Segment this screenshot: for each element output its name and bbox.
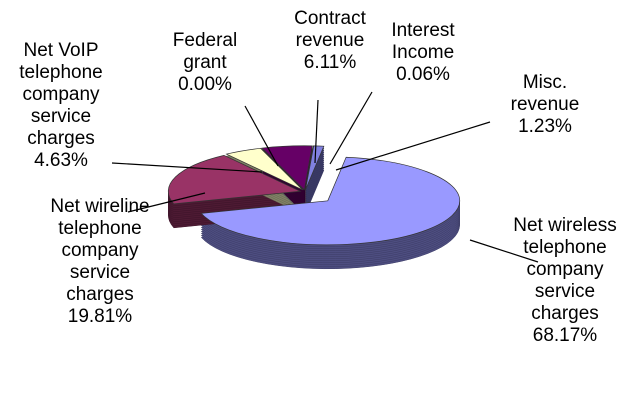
slice xyxy=(225,147,303,191)
slice-label: Federal grant 0.00% xyxy=(172,30,238,95)
slice-label: Net wireless telephone company service c… xyxy=(513,215,617,346)
leader-line xyxy=(314,99,319,164)
slice xyxy=(200,156,461,246)
leader-line xyxy=(111,162,263,173)
leader-line xyxy=(329,91,373,165)
slice-label: Interest Income 0.06% xyxy=(391,20,455,85)
leader-line xyxy=(335,121,491,171)
slice xyxy=(305,145,325,190)
slice-label: Net wireline telephone company service c… xyxy=(50,196,150,327)
slice xyxy=(167,154,302,205)
slice-label: Misc. revenue 1.23% xyxy=(510,72,580,137)
slice xyxy=(261,145,313,191)
leader-line xyxy=(127,192,206,213)
slice-label: Net VoIP telephone company service charg… xyxy=(19,40,103,171)
leader-line xyxy=(244,105,279,167)
slice-label: Contract revenue 6.11% xyxy=(294,8,366,73)
leader-line xyxy=(469,239,539,263)
